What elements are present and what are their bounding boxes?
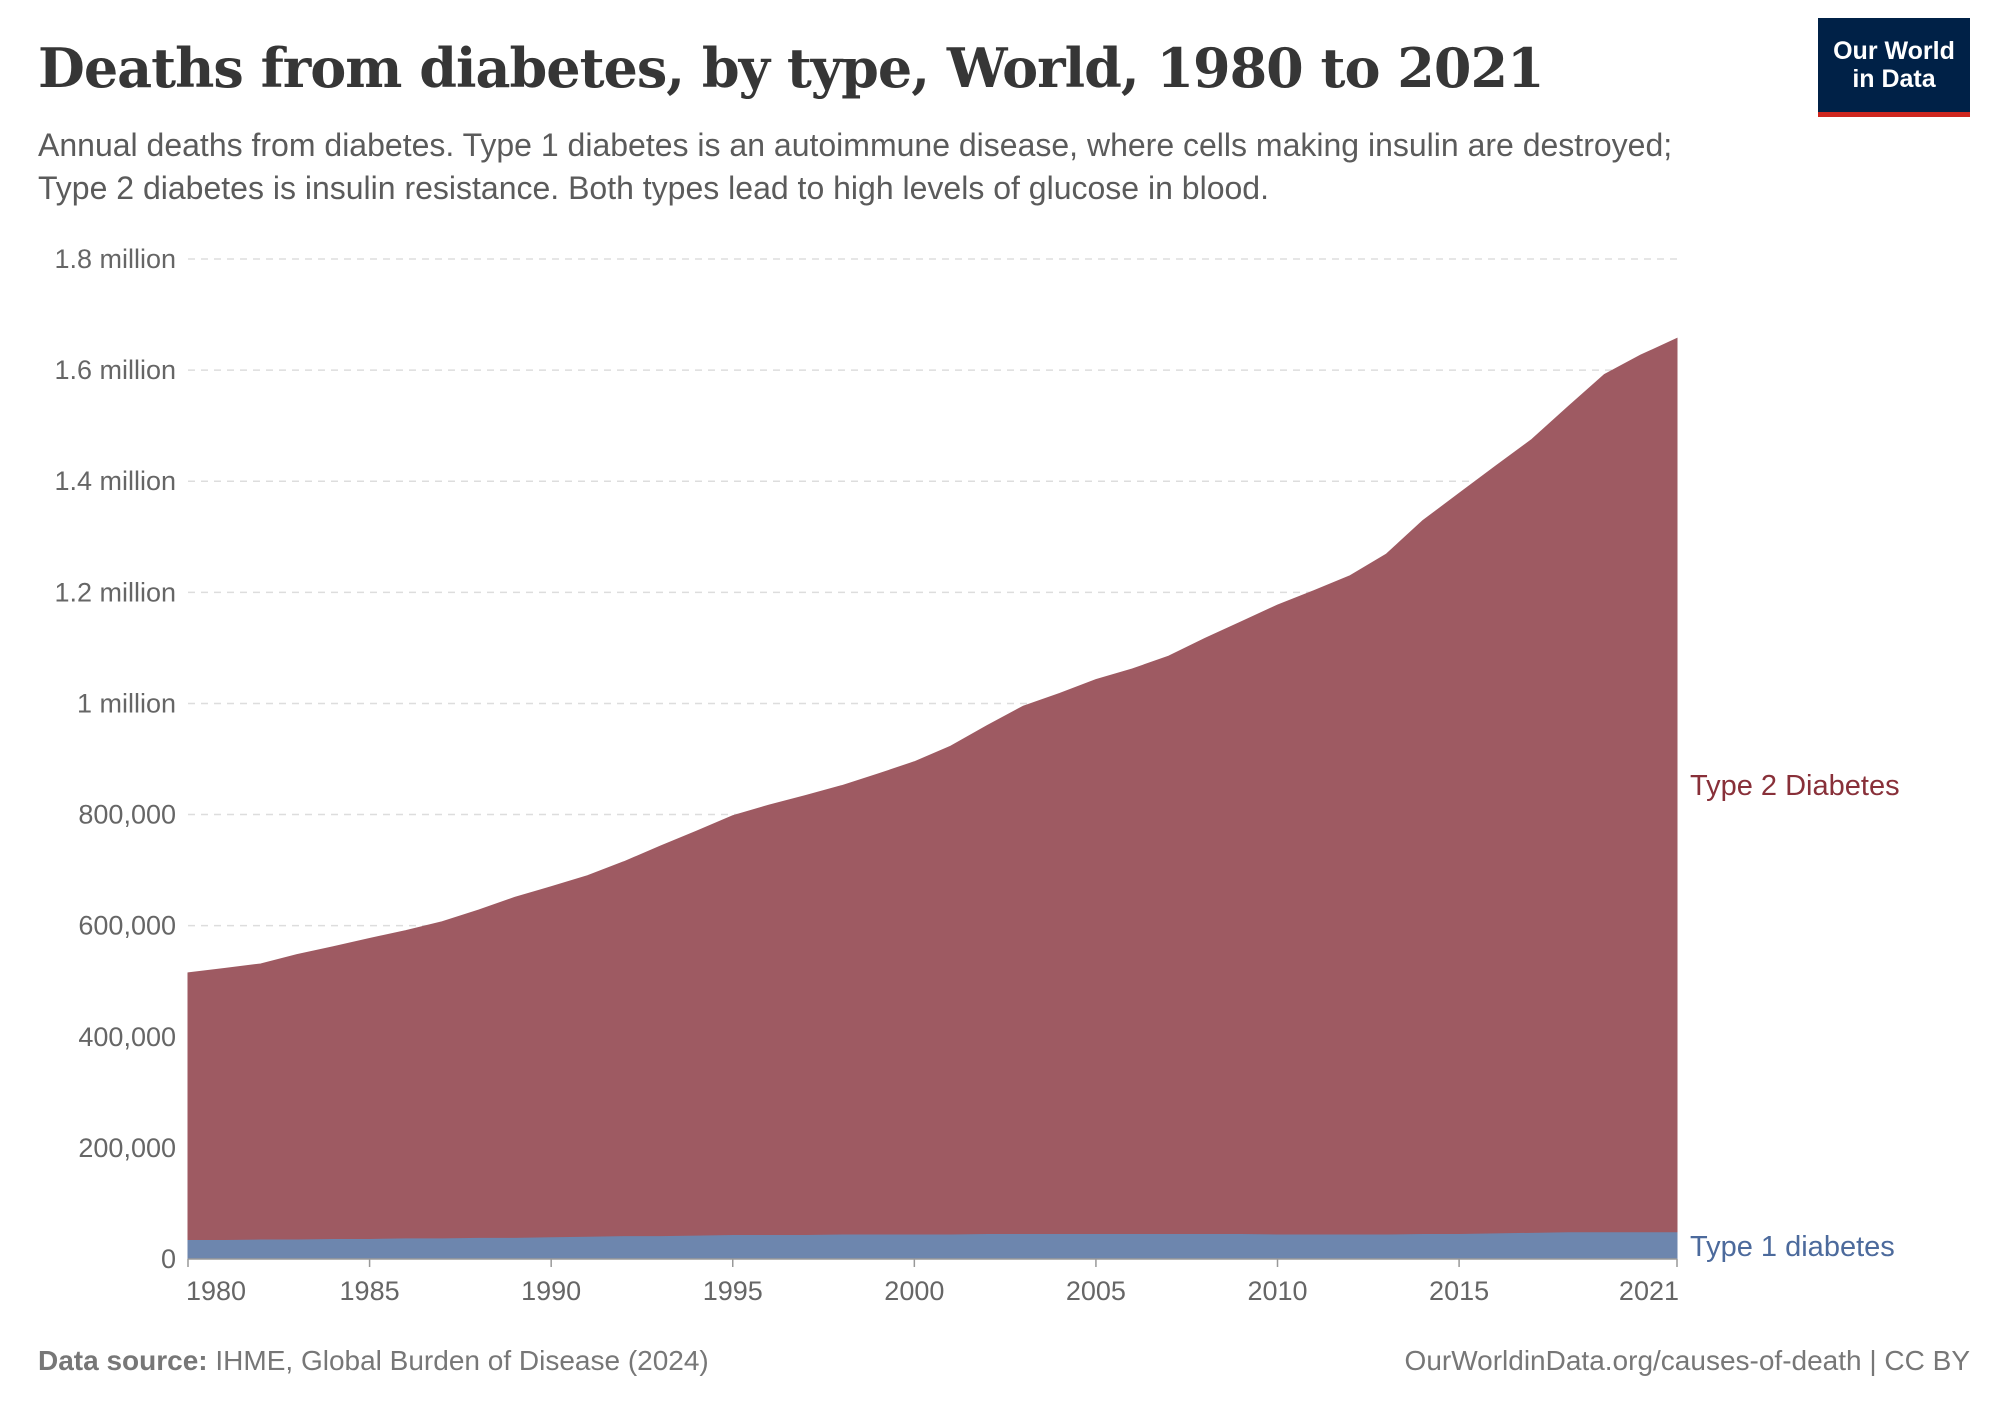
logo-line-2: in Data (1852, 65, 1936, 93)
chart-title: Deaths from diabetes, by type, World, 19… (38, 36, 1545, 100)
footer-links: OurWorldinData.org/causes-of-death | CC … (1405, 1345, 1970, 1377)
x-tick-label: 1990 (521, 1276, 581, 1306)
chart-subtitle: Annual deaths from diabetes. Type 1 diab… (38, 127, 1673, 206)
y-tick-label: 0 (161, 1244, 176, 1274)
y-tick-label: 1.6 million (54, 355, 176, 385)
x-tick-label: 1985 (340, 1276, 400, 1306)
data-source-label: Data source: (38, 1345, 208, 1376)
data-source-text: IHME, Global Burden of Disease (2024) (215, 1345, 709, 1376)
y-tick-label: 1.8 million (54, 244, 176, 274)
y-tick-label: 200,000 (78, 1133, 176, 1163)
y-tick-label: 1.4 million (54, 466, 176, 496)
x-tick-label: 1980 (186, 1276, 246, 1306)
data-source: Data source: IHME, Global Burden of Dise… (38, 1345, 709, 1377)
y-tick-label: 1.2 million (54, 577, 176, 607)
x-tick-label: 2015 (1429, 1276, 1489, 1306)
y-tick-label: 800,000 (78, 800, 176, 830)
series-label: Type 1 diabetes (1690, 1231, 1895, 1263)
logo-line-1: Our World (1833, 37, 1955, 65)
x-axis: 1980 1985 1990 1995 2000 2005 2010 2015 2021 (186, 1258, 1679, 1306)
series-labels: Type 1 diabetes Type 2 Diabetes (1690, 770, 1900, 1263)
owid-logo[interactable]: Our World in Data (1818, 18, 1970, 117)
source-url-link[interactable]: OurWorldinData.org/causes-of-death (1404, 1345, 1862, 1376)
license-link[interactable]: | CC BY (1869, 1345, 1970, 1376)
area-type-2-diabetes[interactable] (187, 337, 1678, 1241)
x-tick-label: 2021 (1619, 1276, 1679, 1306)
areas (187, 337, 1678, 1260)
y-tick-label: 600,000 (78, 911, 176, 941)
series-label: Type 2 Diabetes (1690, 770, 1900, 802)
y-tick-label: 400,000 (78, 1022, 176, 1052)
x-tick-label: 2000 (884, 1276, 944, 1306)
x-tick-label: 2010 (1247, 1276, 1307, 1306)
x-tick-label: 2005 (1066, 1276, 1126, 1306)
x-tick-label: 1995 (703, 1276, 763, 1306)
y-tick-label: 1 million (77, 688, 176, 718)
